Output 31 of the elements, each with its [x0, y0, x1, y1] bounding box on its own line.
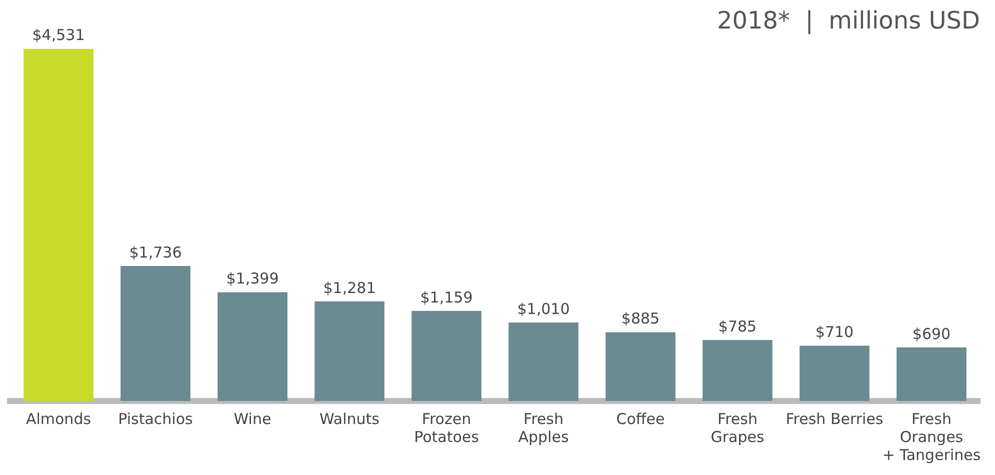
data-label: $885: [621, 310, 660, 328]
x-tick-label: Almonds: [26, 410, 92, 428]
x-tick-label: Fresh Apples: [518, 410, 569, 446]
x-tick-label: Pistachios: [118, 410, 194, 428]
x-tick-label: Wine: [234, 410, 272, 428]
data-label: $690: [912, 324, 951, 343]
bar: [120, 266, 190, 401]
data-label: $1,736: [129, 243, 182, 262]
data-label: $4,531: [32, 26, 85, 44]
bar: [702, 340, 772, 401]
bar: [896, 347, 966, 401]
data-label: $1,399: [226, 270, 279, 288]
bar: [508, 322, 578, 401]
x-tick-label: Fresh Berries: [786, 410, 884, 428]
data-label: $1,159: [420, 288, 473, 306]
x-tick-label: Fresh Oranges + Tangerines: [882, 410, 981, 464]
data-label: $1,281: [323, 278, 376, 297]
bar: [800, 346, 870, 401]
data-label: $785: [718, 317, 757, 336]
data-label: $710: [815, 323, 854, 342]
x-tick-label: Frozen Potatoes: [414, 410, 480, 446]
chart-title: 2018* | millions USD: [716, 6, 980, 35]
bar: [412, 310, 482, 401]
x-tick-label: Fresh Grapes: [710, 410, 764, 446]
bar: [606, 332, 676, 401]
bar: [24, 48, 94, 401]
x-tick-label: Coffee: [616, 410, 665, 428]
data-label: $1,010: [517, 300, 570, 318]
x-tick-label: Walnuts: [320, 410, 380, 428]
bar: [314, 301, 384, 401]
bar: [218, 292, 288, 401]
